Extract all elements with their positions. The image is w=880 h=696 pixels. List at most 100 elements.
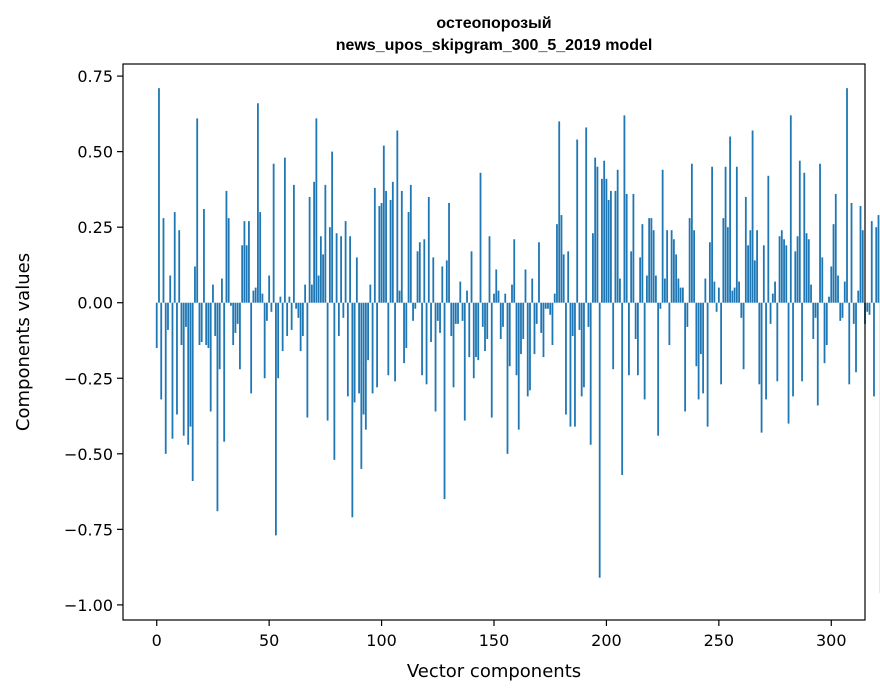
bar-94 [367, 302, 369, 361]
bar-275 [774, 281, 776, 303]
bar-314 [861, 230, 864, 303]
bar-119 [423, 239, 426, 303]
bar-311 [855, 302, 857, 373]
bar-228 [668, 302, 671, 346]
bar-238 [690, 163, 693, 303]
bar-301 [832, 224, 835, 303]
x-axis: 0 50 100 150 200 250 300 [152, 620, 847, 650]
bar-124 [434, 302, 437, 412]
bar-156 [506, 302, 509, 454]
bar-126 [439, 302, 441, 333]
bar-91 [360, 302, 363, 469]
bar-288 [803, 172, 806, 303]
bar-13 [185, 302, 187, 327]
x-tick-label: 0 [152, 631, 162, 650]
bar-87 [351, 302, 354, 518]
bar-23 [207, 302, 210, 349]
y-tick-label: 0.00 [77, 294, 113, 313]
bar-123 [432, 257, 435, 303]
bar-85 [346, 302, 349, 397]
bar-263 [747, 245, 749, 303]
bar-157 [508, 302, 511, 367]
y-tick-label: −0.50 [64, 445, 113, 464]
bar-15 [189, 302, 192, 427]
bar-59 [288, 296, 291, 303]
bar-232 [677, 278, 680, 303]
bar-287 [801, 302, 803, 382]
bar-62 [295, 302, 298, 309]
bar-58 [286, 302, 289, 336]
bar-188 [578, 302, 581, 330]
bar-224 [659, 302, 662, 309]
bar-95 [369, 284, 372, 303]
bar-74 [322, 254, 325, 303]
y-axis-label: Components values [13, 253, 34, 431]
bar-158 [511, 284, 513, 303]
bar-281 [787, 302, 790, 424]
y-tick-label: −1.00 [64, 596, 113, 615]
bar-242 [699, 302, 702, 355]
bar-302 [834, 193, 837, 303]
bar-54 [277, 302, 280, 379]
bar-26 [214, 302, 217, 336]
bar-102 [385, 190, 387, 303]
bar-276 [776, 302, 779, 382]
bar-83 [342, 302, 345, 318]
bar-71 [315, 118, 318, 303]
bar-149 [490, 302, 493, 418]
bar-316 [866, 302, 869, 312]
bar-170 [538, 242, 540, 303]
bar-19 [198, 302, 201, 346]
bar-294 [816, 302, 819, 406]
bar-16 [191, 302, 194, 481]
bar-259 [738, 281, 740, 303]
bar-72 [317, 275, 320, 303]
chart-title-line-2: news_upos_skipgram_300_5_2019 model [336, 37, 653, 54]
bar-42 [250, 302, 253, 394]
bar-230 [672, 239, 675, 303]
bar-189 [580, 302, 583, 397]
bar-66 [304, 284, 307, 303]
bar-125 [436, 302, 439, 321]
bar-299 [828, 296, 830, 303]
bar-79 [333, 302, 336, 460]
x-axis-label: Vector components [407, 661, 581, 682]
bar-160 [515, 302, 518, 376]
bar-166 [529, 302, 531, 391]
bar-136 [461, 302, 464, 321]
bar-56 [281, 302, 284, 352]
bar-35 [234, 302, 237, 333]
bar-44 [254, 287, 257, 303]
x-tick-label: 250 [704, 631, 735, 650]
bar-139 [468, 302, 471, 358]
bar-53 [275, 302, 277, 536]
bar-180 [560, 215, 563, 303]
y-axis: 0.75 0.50 0.25 0.00 −0.25 −0.50 −0.75 −1.00 [64, 67, 123, 615]
bar-226 [663, 278, 666, 303]
bar-76 [326, 302, 329, 421]
bar-222 [654, 275, 657, 303]
bar-283 [792, 302, 794, 397]
bar-307 [846, 88, 848, 303]
bar-244 [704, 278, 707, 303]
bar-84 [344, 221, 347, 303]
bar-271 [765, 302, 767, 400]
bar-132 [452, 302, 455, 388]
bar-137 [463, 302, 466, 421]
bar-131 [450, 302, 453, 336]
bar-133 [454, 302, 457, 324]
bar-264 [749, 230, 752, 303]
bar-60 [290, 302, 293, 330]
bar-82 [340, 236, 342, 303]
bar-57 [283, 157, 286, 303]
bar-9 [176, 302, 178, 415]
bar-103 [387, 302, 390, 376]
bar-152 [497, 290, 500, 303]
bar-298 [825, 302, 828, 346]
bar-128 [443, 302, 446, 500]
bar-203 [612, 302, 615, 370]
bar-104 [389, 199, 392, 303]
bar-219 [648, 218, 651, 303]
bar-292 [812, 302, 815, 339]
bar-191 [585, 127, 588, 303]
